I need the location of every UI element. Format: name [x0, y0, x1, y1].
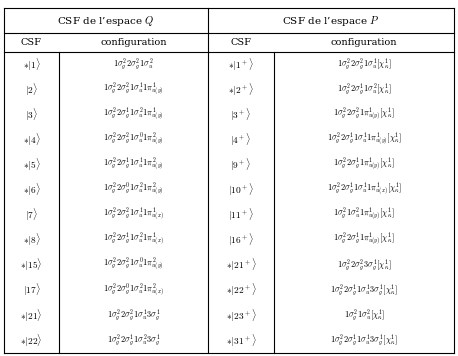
Text: $1\sigma_g^2 2\sigma_g^1 1\sigma_u^2 [\chi_\kappa^1]$: $1\sigma_g^2 2\sigma_g^1 1\sigma_u^2 [\c…: [337, 82, 392, 98]
Text: $1\sigma_g^2 2\sigma_g^1 1\sigma_u^1 1\pi_{u(x)}^1 [\chi_\kappa^1]$: $1\sigma_g^2 2\sigma_g^1 1\sigma_u^1 1\p…: [327, 181, 402, 199]
Text: $*|31^+\rangle$: $*|31^+\rangle$: [225, 333, 256, 349]
Text: $1\sigma_g^2 2\sigma_g^2 1\sigma_u^1 [\chi_\kappa^1]$: $1\sigma_g^2 2\sigma_g^2 1\sigma_u^1 [\c…: [337, 57, 392, 72]
Text: $1\sigma_g^2 2\sigma_g^1 1\sigma_u^2 3\sigma_g^1$: $1\sigma_g^2 2\sigma_g^1 1\sigma_u^2 3\s…: [107, 333, 160, 349]
Text: $1\sigma_g^2 1\sigma_u^2 [\chi_\kappa^1]$: $1\sigma_g^2 1\sigma_u^2 [\chi_\kappa^1]…: [344, 308, 385, 323]
Text: $|11^+\rangle$: $|11^+\rangle$: [228, 207, 254, 223]
Text: $1\sigma_g^2 2\sigma_g^1 1\sigma_u^1 1\pi_{u(y)}^1 [\chi_\kappa^1]$: $1\sigma_g^2 2\sigma_g^1 1\sigma_u^1 1\p…: [327, 131, 402, 149]
Text: $1\sigma_g^2 2\sigma_g^2 3\sigma_g^1 [\chi_\kappa^1]$: $1\sigma_g^2 2\sigma_g^2 3\sigma_g^1 [\c…: [337, 257, 392, 273]
Text: $|16^+\rangle$: $|16^+\rangle$: [228, 232, 254, 248]
Text: $|4^+\rangle$: $|4^+\rangle$: [230, 132, 251, 148]
Text: $|17\rangle$: $|17\rangle$: [23, 282, 40, 298]
Text: $|3\rangle$: $|3\rangle$: [25, 107, 38, 123]
Text: $1\sigma_g^2 2\sigma_g^2 1\sigma_u^1 1\pi_{u(y)}^1$: $1\sigma_g^2 2\sigma_g^2 1\sigma_u^1 1\p…: [103, 80, 164, 99]
Text: $*|23^+\rangle$: $*|23^+\rangle$: [225, 308, 256, 324]
Text: $*|1^+\rangle$: $*|1^+\rangle$: [228, 57, 254, 73]
Text: CSF de l’espace $Q$: CSF de l’espace $Q$: [57, 14, 154, 28]
Text: CSF: CSF: [230, 38, 251, 47]
Text: $*|5\rangle$: $*|5\rangle$: [23, 157, 40, 173]
Text: $|3^+\rangle$: $|3^+\rangle$: [230, 107, 251, 123]
Text: $*|8\rangle$: $*|8\rangle$: [23, 232, 40, 248]
Text: $*|15\rangle$: $*|15\rangle$: [20, 257, 43, 273]
Text: $1\sigma_g^2 2\sigma_g^1 1\sigma_u^2 1\pi_{u(y)}^1$: $1\sigma_g^2 2\sigma_g^1 1\sigma_u^2 1\p…: [103, 105, 164, 124]
Text: $*|2^+\rangle$: $*|2^+\rangle$: [228, 82, 254, 98]
Text: $|9^+\rangle$: $|9^+\rangle$: [230, 157, 251, 173]
Text: $1\sigma_g^2 1\sigma_u^2 1\pi_{u(y)}^1 [\chi_\kappa^1]$: $1\sigma_g^2 1\sigma_u^2 1\pi_{u(y)}^1 […: [333, 206, 395, 224]
Text: $*|21^+\rangle$: $*|21^+\rangle$: [225, 257, 256, 273]
Text: configuration: configuration: [331, 38, 398, 47]
Text: $*|1\rangle$: $*|1\rangle$: [23, 57, 40, 73]
Text: $*|22\rangle$: $*|22\rangle$: [20, 333, 43, 349]
Text: $|2\rangle$: $|2\rangle$: [25, 82, 38, 98]
Text: $1\sigma_g^2 2\sigma_g^1 1\sigma_u^1 3\sigma_g^1 [\chi_\kappa^1]$: $1\sigma_g^2 2\sigma_g^1 1\sigma_u^1 3\s…: [330, 333, 398, 349]
Text: $*|21\rangle$: $*|21\rangle$: [20, 308, 43, 324]
Text: $1\sigma_g^2 2\sigma_g^1 1\sigma_u^1 3\sigma_g^1 [\chi_\kappa^1]$: $1\sigma_g^2 2\sigma_g^1 1\sigma_u^1 3\s…: [330, 283, 398, 298]
Text: CSF de l’espace $P$: CSF de l’espace $P$: [282, 14, 380, 28]
Text: $*|22^+\rangle$: $*|22^+\rangle$: [225, 282, 256, 298]
Text: CSF: CSF: [21, 38, 42, 47]
Text: $1\sigma_g^2 2\sigma_g^0 1\sigma_u^2 1\pi_{u(y)}^2$: $1\sigma_g^2 2\sigma_g^0 1\sigma_u^2 1\p…: [103, 181, 164, 199]
Text: $1\sigma_g^2 2\sigma_g^2 1\sigma_u^0 1\pi_{u(y)}^2$: $1\sigma_g^2 2\sigma_g^2 1\sigma_u^0 1\p…: [103, 256, 164, 274]
Text: $1\sigma_g^2 2\sigma_g^2 1\sigma_u^1 1\pi_{u(x)}^1$: $1\sigma_g^2 2\sigma_g^2 1\sigma_u^1 1\p…: [103, 206, 164, 224]
Text: $1\sigma_g^2 2\sigma_g^1 1\pi_{u(y)}^1 [\chi_\kappa^1]$: $1\sigma_g^2 2\sigma_g^1 1\pi_{u(y)}^1 […: [333, 156, 395, 174]
Text: $1\sigma_g^2 2\sigma_g^1 1\sigma_u^2 1\pi_{u(x)}^1$: $1\sigma_g^2 2\sigma_g^1 1\sigma_u^2 1\p…: [103, 231, 164, 250]
Text: $*|6\rangle$: $*|6\rangle$: [23, 182, 40, 198]
Text: $1\sigma_g^2 2\sigma_g^2 1\sigma_u^0 1\pi_{u(y)}^2$: $1\sigma_g^2 2\sigma_g^2 1\sigma_u^0 1\p…: [103, 131, 164, 149]
Text: configuration: configuration: [100, 38, 167, 47]
Text: $1\sigma_g^2 2\sigma_g^0 1\sigma_u^2 1\pi_{u(x)}^2$: $1\sigma_g^2 2\sigma_g^0 1\sigma_u^2 1\p…: [103, 281, 164, 300]
Text: $1\sigma_g^2 2\sigma_g^2 1\sigma_u^2$: $1\sigma_g^2 2\sigma_g^2 1\sigma_u^2$: [113, 57, 154, 72]
Text: $1\sigma_g^2 2\sigma_g^2 1\pi_{u(y)}^1 [\chi_\kappa^1]$: $1\sigma_g^2 2\sigma_g^2 1\pi_{u(y)}^1 […: [333, 105, 395, 124]
Text: $|10^+\rangle$: $|10^+\rangle$: [228, 182, 254, 198]
Text: $1\sigma_g^2 2\sigma_g^1 1\sigma_u^1 1\pi_{u(y)}^2$: $1\sigma_g^2 2\sigma_g^1 1\sigma_u^1 1\p…: [103, 156, 164, 174]
Text: $*|4\rangle$: $*|4\rangle$: [23, 132, 40, 148]
Text: $1\sigma_g^2 2\sigma_g^1 1\pi_{u(y)}^1 [\chi_\kappa^1]$: $1\sigma_g^2 2\sigma_g^1 1\pi_{u(y)}^1 […: [333, 231, 395, 250]
Text: $|7\rangle$: $|7\rangle$: [25, 207, 38, 223]
Text: $1\sigma_g^2 2\sigma_g^2 1\sigma_u^1 3\sigma_g^1$: $1\sigma_g^2 2\sigma_g^2 1\sigma_u^1 3\s…: [107, 308, 160, 323]
